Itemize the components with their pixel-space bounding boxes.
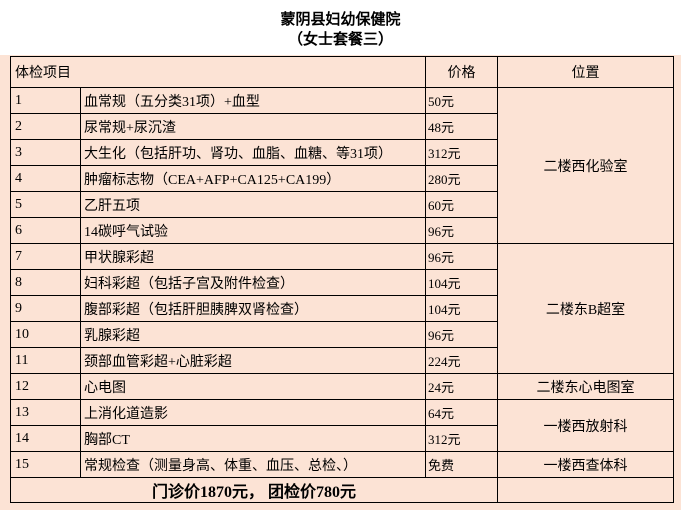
header-location: 位置 xyxy=(497,56,674,88)
item-price: 312元 xyxy=(425,425,498,452)
location-cell-empty xyxy=(497,477,674,503)
page-title-line2: （女士套餐三） xyxy=(287,32,393,48)
item-name: 肿瘤标志物（CEA+AFP+CA125+CA199） xyxy=(80,165,426,192)
item-name: 心电图 xyxy=(80,373,426,400)
item-price: 96元 xyxy=(425,243,498,270)
item-name: 妇科彩超（包括子宫及附件检查） xyxy=(80,269,426,296)
item-price: 96元 xyxy=(425,321,498,348)
row-number: 15 xyxy=(10,451,81,478)
table-footer-row: 门诊价1870元， 团检价780元 xyxy=(10,477,674,503)
item-price: 104元 xyxy=(425,269,498,296)
item-price: 60元 xyxy=(425,191,498,218)
row-number: 6 xyxy=(10,217,81,244)
item-price: 224元 xyxy=(425,347,498,374)
item-name: 上消化道造影 xyxy=(80,399,426,426)
item-name: 颈部血管彩超+心脏彩超 xyxy=(80,347,426,374)
location-cell: 二楼西化验室 xyxy=(497,87,674,244)
package-price-summary: 门诊价1870元， 团检价780元 xyxy=(10,477,498,503)
row-number: 10 xyxy=(10,321,81,348)
table-row: 11 颈部血管彩超+心脏彩超 224元 xyxy=(10,347,674,374)
table-row: 3 大生化（包括肝功、肾功、血脂、血糖、等31项） 312元 xyxy=(10,139,674,166)
table-row: 15 常规检查（测量身高、体重、血压、总检、） 免费 一楼西查体科 xyxy=(10,451,674,478)
item-name: 乙肝五项 xyxy=(80,191,426,218)
row-number: 8 xyxy=(10,269,81,296)
item-price: 48元 xyxy=(425,113,498,140)
checkup-price-table: 体检项目 价格 位置 1 血常规（五分类31项）+血型 50元 二楼西化验室 2… xyxy=(10,56,674,503)
item-name: 血常规（五分类31项）+血型 xyxy=(80,87,426,114)
item-price: 24元 xyxy=(425,373,498,400)
page-title: 蒙阴县妇幼保健院 （女士套餐三） xyxy=(0,10,681,50)
row-number: 11 xyxy=(10,347,81,374)
row-number: 12 xyxy=(10,373,81,400)
table-row: 1 血常规（五分类31项）+血型 50元 二楼西化验室 xyxy=(10,87,674,244)
item-price: 104元 xyxy=(425,295,498,322)
header-price: 价格 xyxy=(425,56,498,88)
row-number: 1 xyxy=(10,87,81,114)
item-price: 96元 xyxy=(425,217,498,244)
item-name: 腹部彩超（包括肝胆胰脾双肾检查） xyxy=(80,295,426,322)
item-name: 常规检查（测量身高、体重、血压、总检、） xyxy=(80,451,426,478)
item-name: 尿常规+尿沉渣 xyxy=(80,113,426,140)
header-item: 体检项目 xyxy=(10,56,426,88)
location-cell: 二楼东B超室 xyxy=(497,243,674,374)
row-number: 7 xyxy=(10,243,81,270)
item-name: 甲状腺彩超 xyxy=(80,243,426,270)
row-number: 9 xyxy=(10,295,81,322)
row-number: 2 xyxy=(10,113,81,140)
table-header-row: 体检项目 价格 位置 xyxy=(10,56,674,88)
item-price: 50元 xyxy=(425,87,498,114)
table-background: 体检项目 价格 位置 1 血常规（五分类31项）+血型 50元 二楼西化验室 2… xyxy=(0,55,681,510)
item-price: 免费 xyxy=(425,451,498,478)
row-number: 3 xyxy=(10,139,81,166)
location-cell: 一楼西放射科 xyxy=(497,399,674,452)
item-name: 大生化（包括肝功、肾功、血脂、血糖、等31项） xyxy=(80,139,426,166)
location-cell: 一楼西查体科 xyxy=(497,451,674,478)
row-number: 5 xyxy=(10,191,81,218)
item-name: 胸部CT xyxy=(80,425,426,452)
location-cell: 二楼东心电图室 xyxy=(497,373,674,400)
item-price: 280元 xyxy=(425,165,498,192)
item-name: 乳腺彩超 xyxy=(80,321,426,348)
item-name: 14碳呼气试验 xyxy=(80,217,426,244)
table-row: 13 上消化道造影 64元 一楼西放射科 xyxy=(10,399,674,452)
item-price: 312元 xyxy=(425,139,498,166)
item-price: 64元 xyxy=(425,399,498,426)
table-row: 12 心电图 24元 二楼东心电图室 xyxy=(10,373,674,400)
row-number: 13 xyxy=(10,399,81,426)
table-row: 5 乙肝五项 60元 xyxy=(10,191,674,218)
row-number: 4 xyxy=(10,165,81,192)
page-title-line1: 蒙阴县妇幼保健院 xyxy=(280,12,401,28)
table-row: 9 腹部彩超（包括肝胆胰脾双肾检查） 104元 xyxy=(10,295,674,322)
table-row: 14 胸部CT 312元 xyxy=(10,425,674,452)
table-row: 7 甲状腺彩超 96元 二楼东B超室 xyxy=(10,243,674,374)
row-number: 14 xyxy=(10,425,81,452)
